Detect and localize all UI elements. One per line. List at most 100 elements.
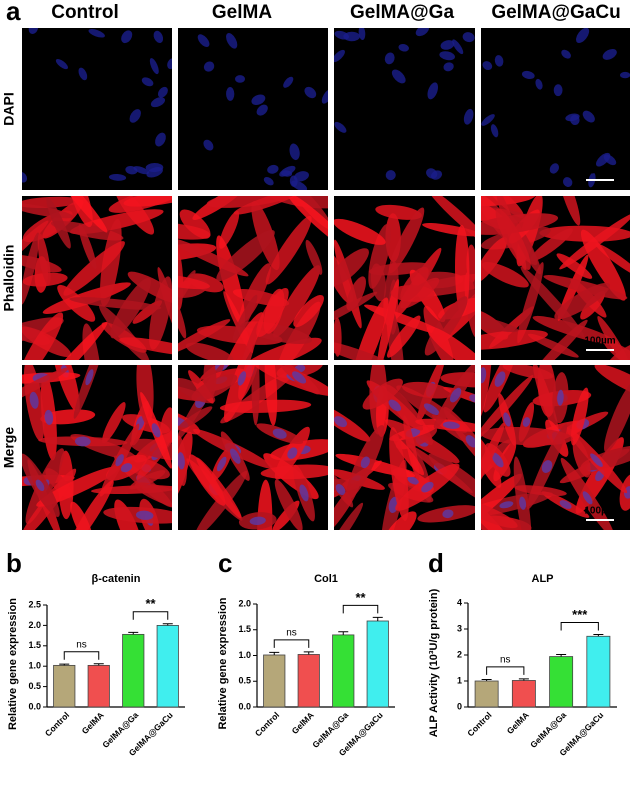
error-bar	[303, 651, 314, 655]
actin	[219, 399, 312, 413]
bar	[87, 664, 110, 708]
bar	[297, 654, 320, 708]
actin	[37, 233, 51, 286]
actin	[265, 215, 312, 285]
micrograph: 100µm	[481, 365, 630, 530]
error-bar	[162, 623, 173, 626]
error-bar	[338, 631, 349, 635]
actin	[527, 333, 579, 358]
micrograph: 100µm	[481, 28, 630, 190]
nucleus	[237, 371, 247, 386]
nucleus	[249, 516, 266, 526]
actin	[22, 367, 70, 410]
actin	[495, 208, 531, 270]
actin	[376, 278, 400, 360]
actin	[375, 204, 422, 220]
actin	[293, 294, 324, 328]
column-header: Control	[51, 2, 119, 23]
image-bg	[178, 28, 328, 190]
nucleus	[562, 177, 573, 187]
actin	[595, 243, 630, 278]
nucleus	[55, 59, 68, 70]
actin	[78, 224, 97, 270]
chart-title: β-catenin	[92, 573, 141, 585]
nucleus	[481, 367, 487, 384]
nucleus	[226, 86, 235, 101]
actin	[256, 287, 289, 337]
actin	[119, 337, 172, 356]
actin	[216, 235, 245, 327]
actin	[543, 275, 628, 300]
actin	[383, 511, 417, 530]
nucleus	[279, 165, 296, 177]
nucleus	[293, 171, 309, 182]
micrograph	[334, 196, 475, 360]
nucleus	[121, 30, 133, 44]
nucleus	[155, 132, 166, 147]
y-tick-label: 3	[457, 623, 462, 633]
nucleus	[407, 476, 419, 485]
y-axis-label: ALP Activity (10³U/g protein)	[428, 588, 440, 737]
chart-title: ALP	[532, 573, 554, 585]
nucleus	[494, 55, 504, 67]
actin	[481, 329, 548, 350]
nucleus	[78, 67, 88, 81]
y-axis-label: Relative gene expression	[7, 598, 19, 730]
bar	[332, 634, 355, 708]
row-label: DAPI	[1, 92, 17, 125]
actin	[178, 293, 187, 339]
y-tick-label: 2.0	[28, 620, 41, 630]
error-bar	[269, 651, 280, 655]
significance-label: ***	[572, 607, 588, 622]
error-bar	[128, 631, 139, 635]
cells	[481, 196, 630, 360]
nucleus	[494, 371, 506, 387]
cells	[334, 365, 475, 530]
actin	[427, 196, 475, 246]
nucleus	[465, 435, 475, 448]
nucleus	[145, 163, 164, 173]
nucleus	[427, 82, 439, 100]
actin	[178, 406, 213, 431]
actin	[554, 282, 611, 320]
actin	[57, 196, 108, 233]
y-tick-label: 1.0	[238, 650, 251, 660]
actin	[502, 365, 554, 380]
chart-title: Col1	[314, 573, 338, 585]
nucleus	[22, 171, 28, 183]
nucleus	[430, 170, 443, 180]
nucleus	[535, 78, 543, 90]
error-bar	[372, 616, 383, 621]
cells	[178, 365, 328, 530]
cells	[334, 196, 475, 360]
actin	[36, 466, 119, 507]
actin	[264, 365, 278, 426]
y-tick-label: 2.0	[238, 598, 251, 608]
nucleus	[178, 452, 185, 470]
error-bar	[593, 633, 604, 637]
actin	[557, 196, 581, 226]
actin	[334, 317, 342, 357]
nucleus	[44, 409, 54, 425]
x-tick-label: Control	[43, 710, 71, 738]
actin	[556, 253, 593, 279]
image-bg	[22, 28, 172, 190]
nucleus	[74, 436, 91, 447]
nucleus	[388, 399, 402, 412]
nucleus	[120, 463, 133, 473]
nucleus	[216, 456, 227, 472]
nucleus	[415, 28, 429, 37]
actin	[191, 374, 238, 402]
nucleus	[439, 51, 455, 61]
panel-label: a	[6, 0, 21, 26]
actin	[580, 229, 626, 301]
nucleus	[335, 484, 346, 496]
nucleus	[449, 387, 462, 403]
actin	[50, 220, 124, 241]
scale-bar-label: 100µm	[584, 336, 615, 347]
cells	[22, 365, 172, 530]
nucleus	[553, 84, 563, 97]
nucleus	[358, 28, 366, 41]
y-tick-label: 2.5	[28, 599, 41, 609]
bar	[122, 633, 145, 708]
